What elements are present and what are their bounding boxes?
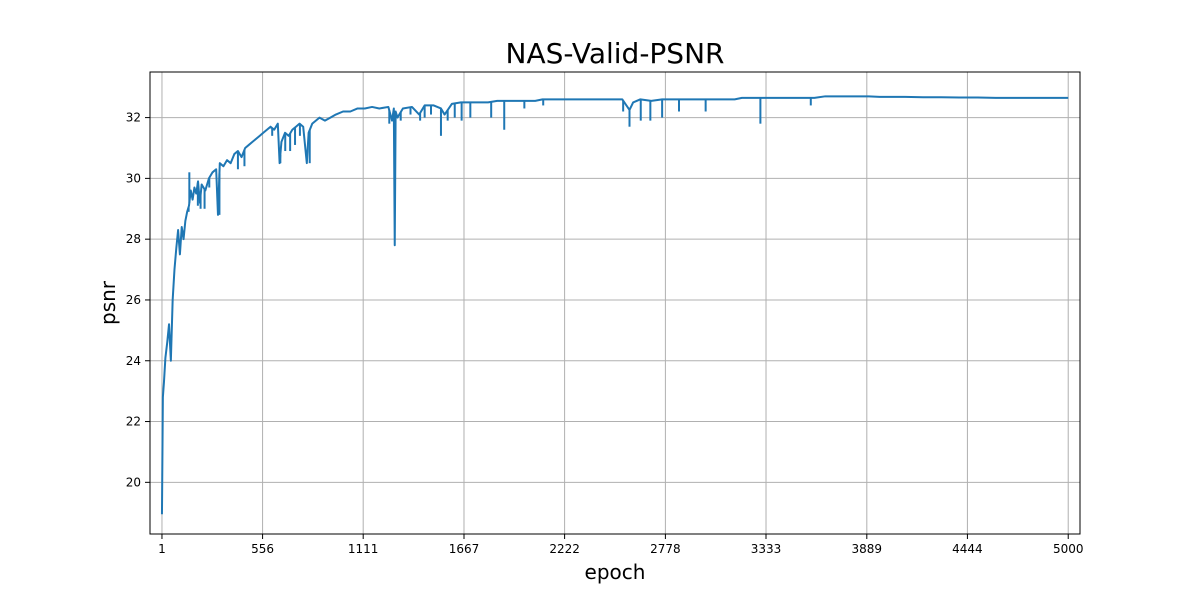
- x-tick-label: 3333: [751, 542, 782, 556]
- series-line: [160, 95, 1069, 515]
- y-tick-label: 28: [126, 232, 141, 246]
- x-tick-label: 5000: [1053, 542, 1084, 556]
- x-tick-label: 556: [251, 542, 274, 556]
- plot-frame: [149, 71, 1081, 535]
- y-tick-label: 20: [126, 475, 141, 489]
- y-axis-label: psnr: [96, 280, 120, 325]
- series-layer: [160, 95, 1069, 515]
- x-tick-label: 1: [158, 542, 166, 556]
- x-tick-label: 3889: [852, 542, 883, 556]
- y-tick-label: 32: [126, 111, 141, 125]
- axis-ticks: 1 556 1111 1667 2222 2778 3333 3889 4444 5000 20 22…: [126, 111, 1084, 556]
- x-tick-label: 4444: [952, 542, 983, 556]
- y-tick-label: 22: [126, 415, 141, 429]
- chart-title: NAS-Valid-PSNR: [506, 37, 725, 70]
- x-axis-label: epoch: [585, 560, 646, 584]
- y-tick-label: 30: [126, 171, 141, 185]
- grid-lines: [150, 72, 1080, 534]
- y-tick-label: 24: [126, 354, 141, 368]
- x-tick-label: 1111: [348, 542, 379, 556]
- x-tick-label: 2222: [549, 542, 580, 556]
- x-tick-label: 2778: [650, 542, 681, 556]
- x-tick-label: 1667: [449, 542, 480, 556]
- y-tick-label: 26: [126, 293, 141, 307]
